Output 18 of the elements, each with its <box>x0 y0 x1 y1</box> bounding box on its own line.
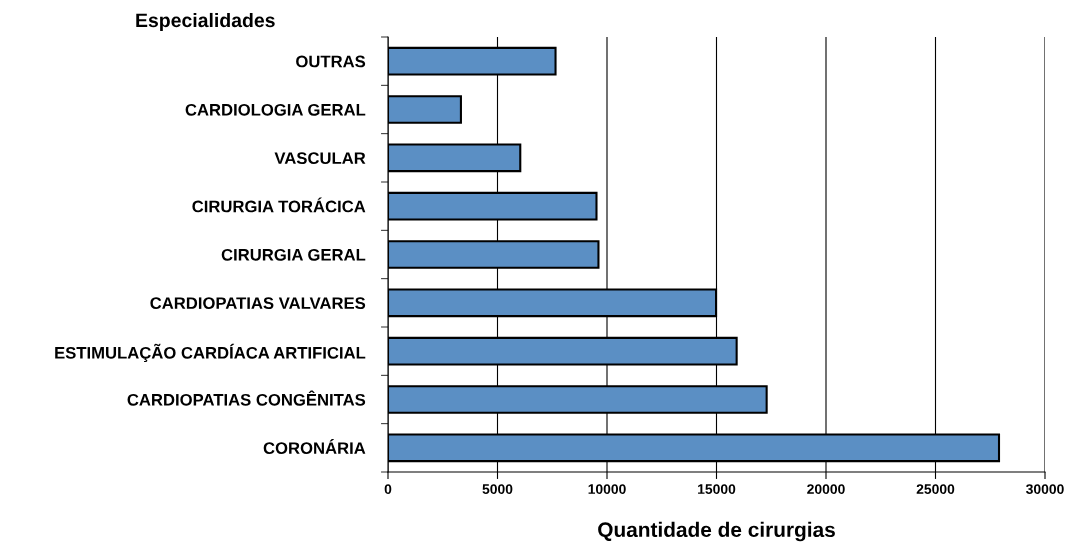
x-tick-label: 30000 <box>1026 484 1064 495</box>
y-tick-label: CORONÁRIA <box>263 439 366 455</box>
y-tick-label: VASCULAR <box>274 152 366 165</box>
y-tick-label: CARDIOPATIAS VALVARES <box>150 297 366 310</box>
y-axis-title: Especialidades <box>136 12 275 32</box>
x-tick-label: 0 <box>384 484 392 495</box>
y-tick-label: ESTIMULAÇÃO CARDÍACA ARTIFICIAL <box>55 343 366 363</box>
y-tick-label: CIRURGIA GERAL <box>221 248 366 261</box>
x-tick-label: 15000 <box>698 484 736 495</box>
y-tick-label: CIRURGIA TORÁCICA <box>192 197 366 213</box>
y-tick-label: CARDIOPATIAS CONGÊNITAS <box>127 390 366 406</box>
y-tick-label: CARDIOLOGIA GERAL <box>185 103 366 116</box>
x-tick-label: 5000 <box>482 484 513 495</box>
x-tick-label: 20000 <box>807 484 845 495</box>
x-axis-title: Quantidade de cirurgias <box>598 521 835 542</box>
x-tick-label: 10000 <box>588 484 626 495</box>
x-tick-label: 25000 <box>916 484 955 495</box>
y-tick-label: OUTRAS <box>296 55 366 68</box>
